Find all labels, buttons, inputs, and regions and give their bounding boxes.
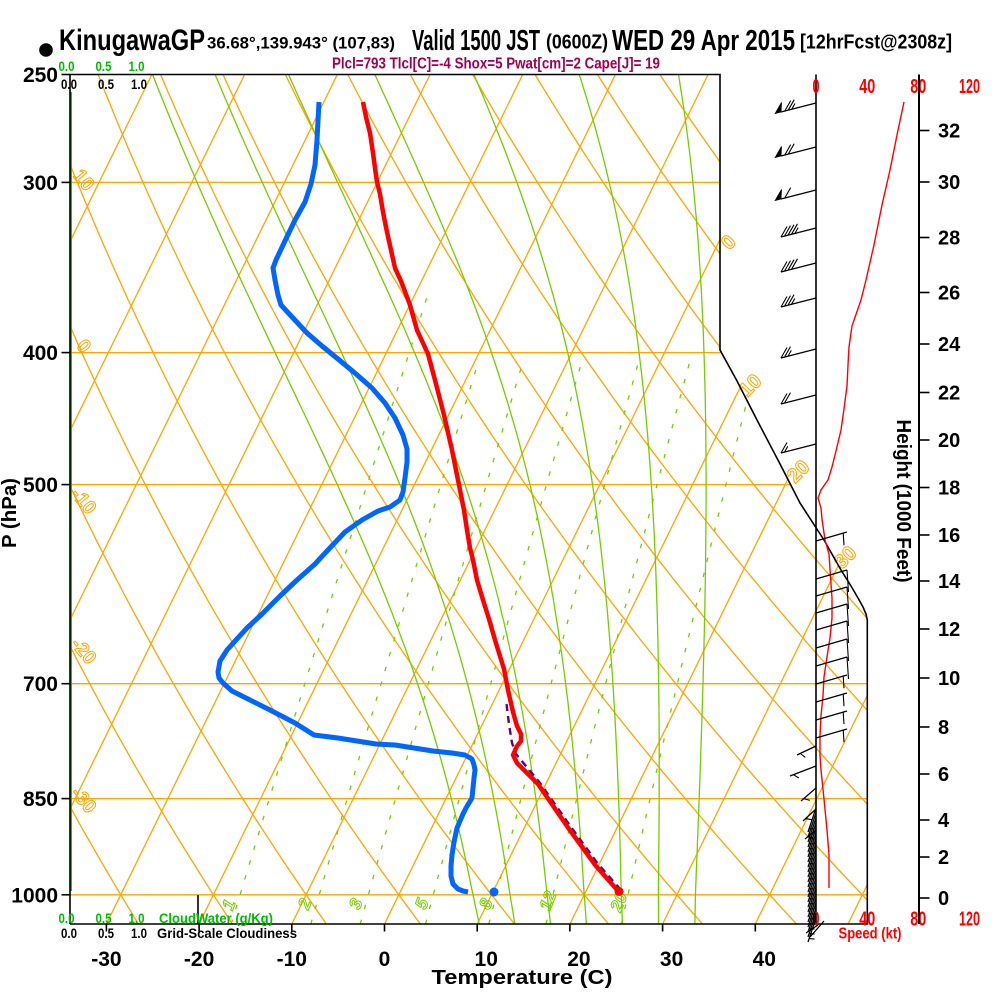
svg-text:36.68°,139.943° (107,83): 36.68°,139.943° (107,83) bbox=[207, 34, 395, 53]
svg-text:Speed (kt): Speed (kt) bbox=[839, 926, 902, 943]
svg-text:250: 250 bbox=[23, 64, 58, 87]
svg-text:10: 10 bbox=[938, 668, 960, 690]
svg-text:0.0: 0.0 bbox=[59, 910, 75, 926]
svg-text:12: 12 bbox=[938, 619, 960, 641]
svg-text:WED 29 Apr 2015: WED 29 Apr 2015 bbox=[612, 25, 795, 57]
svg-text:0.0: 0.0 bbox=[61, 76, 77, 92]
svg-text:0: 0 bbox=[938, 888, 949, 910]
svg-text:20: 20 bbox=[938, 430, 960, 452]
svg-text:8: 8 bbox=[938, 717, 949, 739]
svg-text:1.0: 1.0 bbox=[129, 58, 145, 74]
svg-text:1000: 1000 bbox=[11, 884, 58, 907]
svg-text:40: 40 bbox=[753, 948, 776, 971]
svg-text:Grid-Scale Cloudiness: Grid-Scale Cloudiness bbox=[157, 925, 297, 941]
svg-text:2: 2 bbox=[938, 847, 949, 869]
svg-text:1.0: 1.0 bbox=[131, 925, 147, 941]
svg-text:0.0: 0.0 bbox=[61, 925, 77, 941]
svg-text:850: 850 bbox=[23, 788, 58, 811]
svg-text:0.0: 0.0 bbox=[59, 58, 75, 74]
svg-text:0: 0 bbox=[813, 76, 820, 98]
svg-text:400: 400 bbox=[23, 342, 58, 365]
svg-text:Plcl=793 Tlcl[C]=-4 Shox=5 Pwa: Plcl=793 Tlcl[C]=-4 Shox=5 Pwat[cm]=2 Ca… bbox=[332, 56, 660, 73]
svg-text:300: 300 bbox=[23, 172, 58, 195]
svg-text:P (hPa): P (hPa) bbox=[0, 478, 21, 548]
svg-text:10: 10 bbox=[475, 948, 498, 971]
svg-text:Valid 1500 JST: Valid 1500 JST bbox=[412, 25, 540, 57]
svg-text:6: 6 bbox=[938, 764, 949, 786]
svg-text:26: 26 bbox=[938, 283, 960, 305]
svg-text:Height (1000 Feet): Height (1000 Feet) bbox=[892, 420, 914, 583]
svg-text:4: 4 bbox=[938, 810, 950, 832]
svg-text:CloudWater (g/Kg): CloudWater (g/Kg) bbox=[159, 910, 273, 926]
svg-text:[12hrFcst@2308z]: [12hrFcst@2308z] bbox=[800, 32, 952, 54]
svg-text:0.5: 0.5 bbox=[98, 925, 114, 941]
svg-text:40: 40 bbox=[859, 909, 875, 931]
svg-text:0.5: 0.5 bbox=[98, 76, 114, 92]
svg-text:30: 30 bbox=[938, 172, 960, 194]
svg-text:18: 18 bbox=[938, 478, 960, 500]
svg-text:20: 20 bbox=[567, 948, 590, 971]
svg-text:-20: -20 bbox=[184, 948, 214, 971]
svg-text:(0600Z): (0600Z) bbox=[546, 32, 608, 54]
svg-text:-10: -10 bbox=[277, 948, 307, 971]
svg-text:24: 24 bbox=[938, 334, 961, 356]
svg-text:120: 120 bbox=[959, 76, 980, 98]
svg-text:40: 40 bbox=[859, 76, 875, 98]
svg-text:-30: -30 bbox=[91, 948, 121, 971]
svg-text:120: 120 bbox=[959, 909, 980, 931]
svg-text:0.5: 0.5 bbox=[96, 58, 112, 74]
svg-text:1.0: 1.0 bbox=[131, 76, 147, 92]
svg-text:28: 28 bbox=[938, 228, 960, 250]
svg-text:500: 500 bbox=[23, 474, 58, 497]
svg-text:0: 0 bbox=[379, 948, 391, 971]
svg-text:Temperature (C): Temperature (C) bbox=[432, 967, 613, 989]
svg-text:14: 14 bbox=[938, 571, 961, 593]
svg-text:30: 30 bbox=[660, 948, 683, 971]
svg-text:32: 32 bbox=[938, 121, 960, 143]
svg-text:700: 700 bbox=[23, 673, 58, 696]
svg-text:KinugawaGP: KinugawaGP bbox=[59, 24, 205, 57]
svg-text:16: 16 bbox=[938, 525, 960, 547]
svg-text:0.5: 0.5 bbox=[96, 910, 112, 926]
svg-text:22: 22 bbox=[938, 383, 960, 405]
svg-text:1.0: 1.0 bbox=[129, 910, 145, 926]
